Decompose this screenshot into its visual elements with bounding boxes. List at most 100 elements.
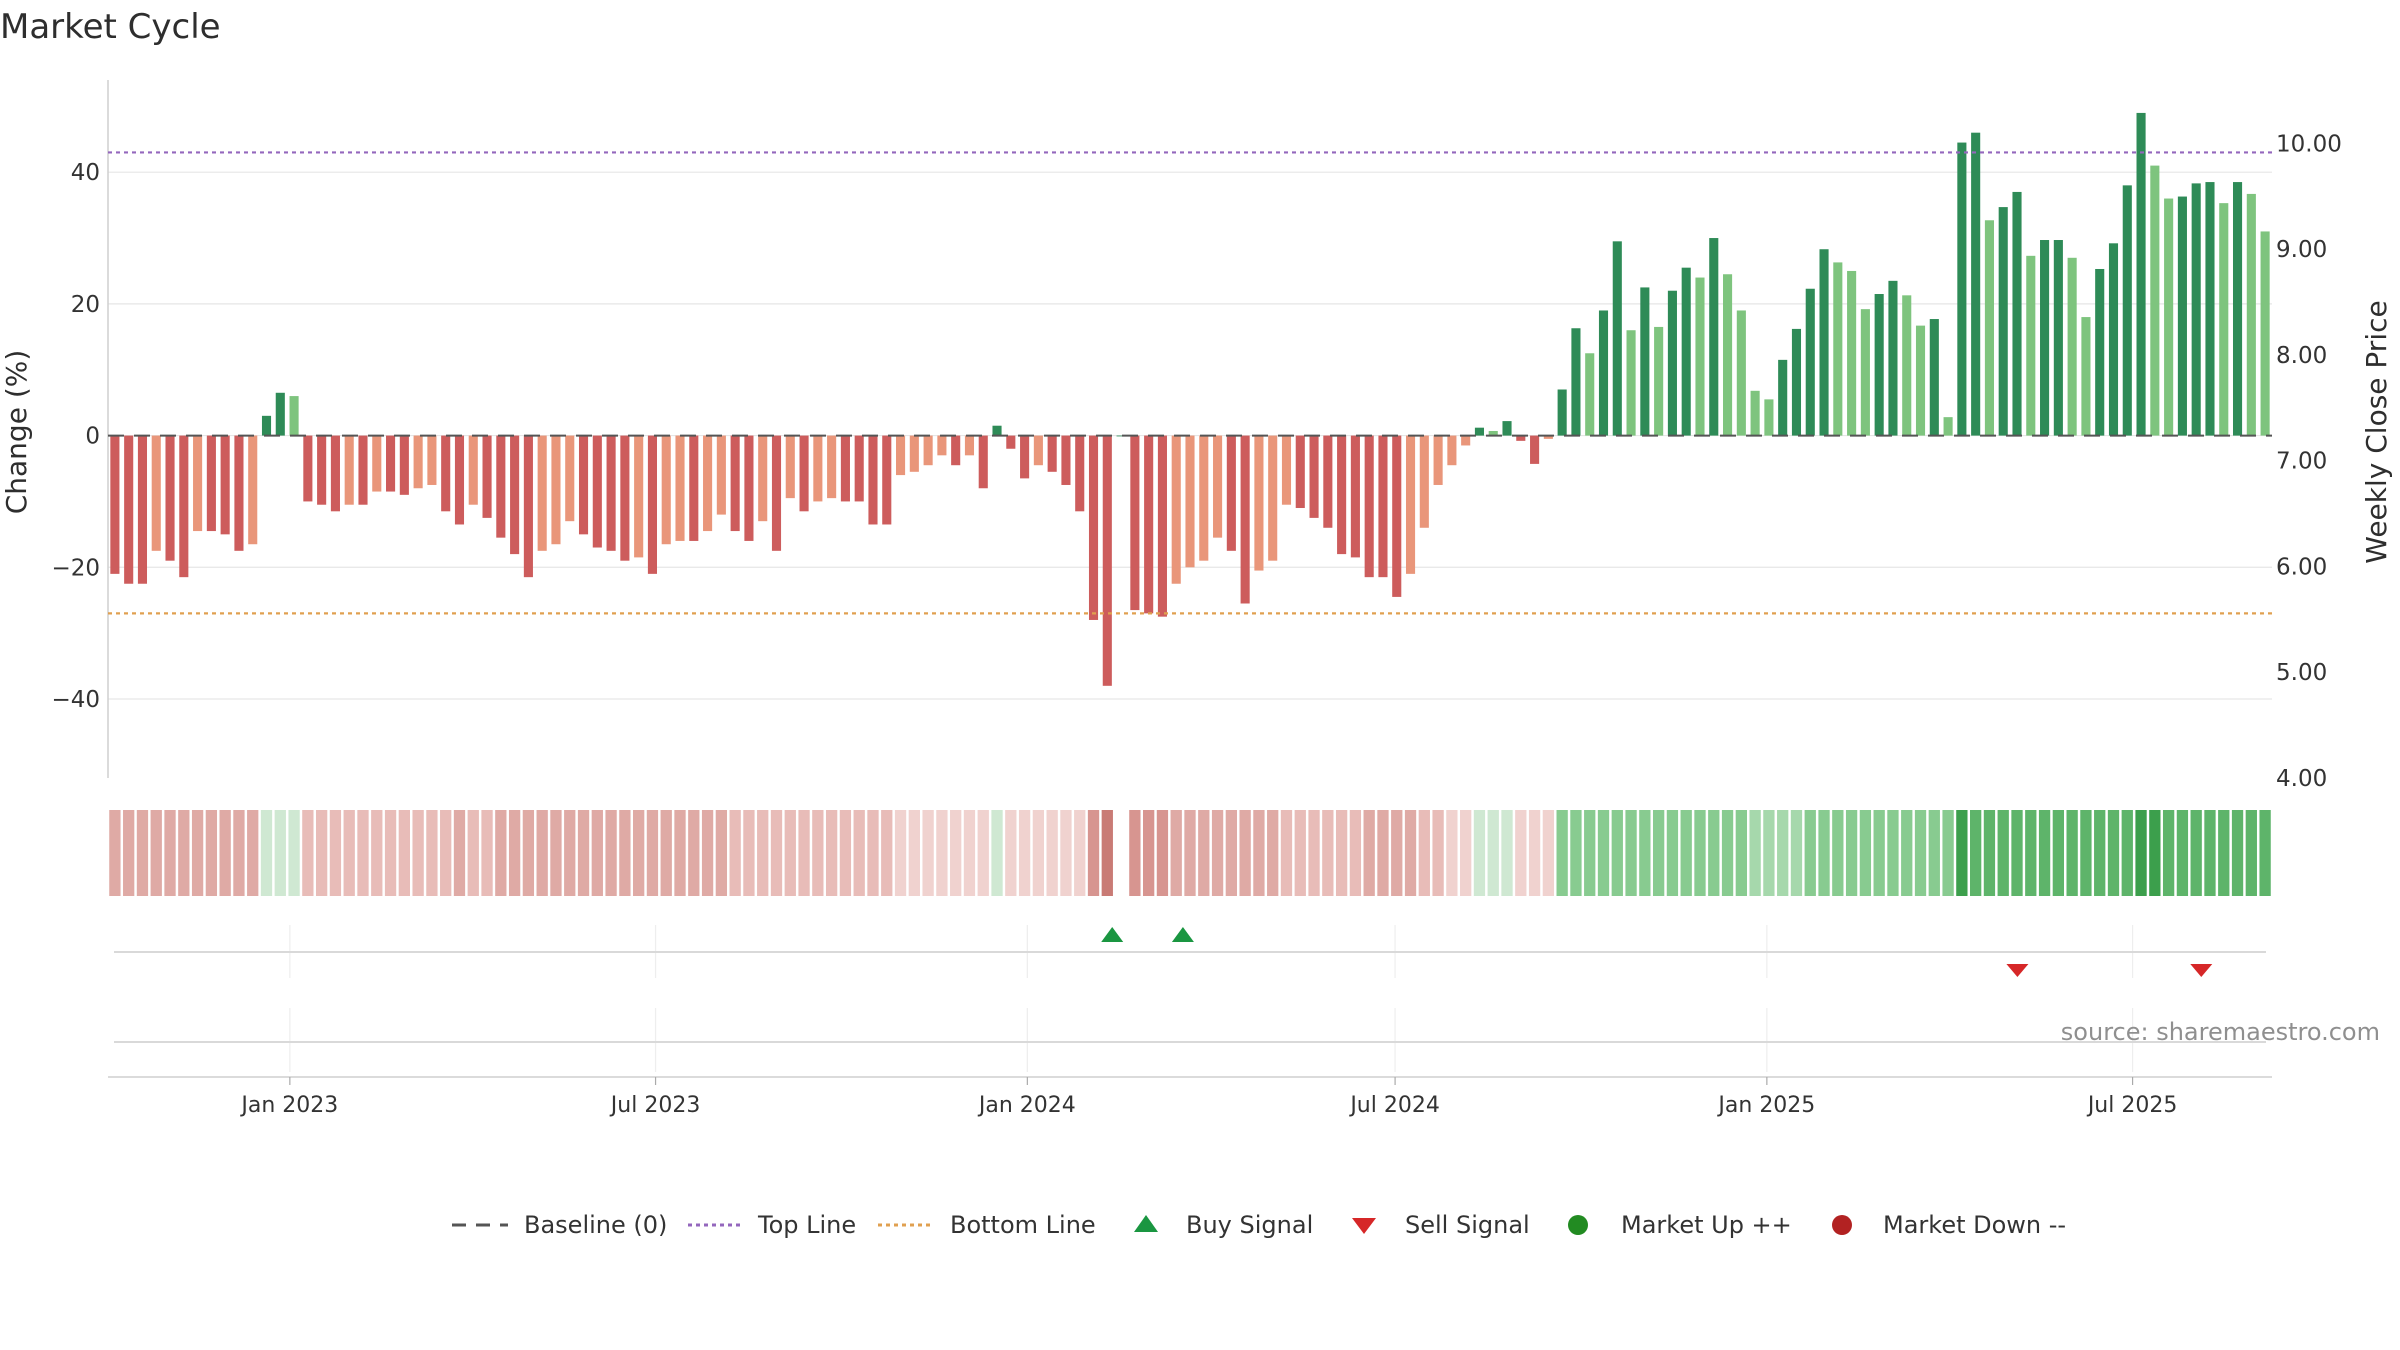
market-strip-cell	[1322, 810, 1334, 896]
market-strip-cell	[1363, 810, 1375, 896]
bar	[1860, 309, 1870, 436]
bar	[1998, 207, 2008, 436]
market-strip-cell	[1708, 810, 1720, 896]
bar	[1116, 435, 1126, 437]
bar	[2150, 165, 2160, 436]
bar	[1571, 328, 1581, 436]
market-strip-cell	[398, 810, 410, 896]
market-strip-cell	[440, 810, 452, 896]
y2-tick-label: 9.00	[2276, 237, 2327, 263]
y2-tick-label: 8.00	[2276, 343, 2327, 369]
bar	[951, 435, 961, 466]
bar	[1915, 325, 1926, 436]
market-strip-cell	[495, 810, 507, 896]
market-strip-cell	[2025, 810, 2037, 896]
bar	[2232, 182, 2243, 436]
bar	[744, 435, 754, 541]
bar	[2246, 193, 2256, 436]
bar	[1226, 435, 1236, 551]
bar	[771, 435, 782, 551]
bar	[234, 435, 244, 551]
bar	[399, 435, 409, 495]
market-strip-cell	[715, 810, 728, 896]
bar	[1709, 238, 1719, 436]
bar	[1971, 132, 1981, 436]
bar	[1447, 435, 1457, 466]
market-strip-cell	[2066, 810, 2078, 896]
bar	[1102, 435, 1112, 686]
bar	[730, 435, 740, 532]
market-strip-cell	[1501, 810, 1513, 896]
market-strip-cell	[922, 810, 934, 896]
bar	[1157, 435, 1167, 617]
market-strip-cell	[2204, 810, 2216, 896]
market-strip-cell	[536, 810, 548, 896]
bar	[2053, 240, 2063, 436]
bar	[1805, 288, 1815, 436]
legend-label: Buy Signal	[1186, 1211, 1313, 1239]
bar	[510, 435, 520, 555]
bar	[523, 435, 533, 578]
market-strip-cell	[1970, 810, 1982, 896]
bar	[1433, 435, 1443, 485]
bar	[386, 435, 396, 492]
bar	[2012, 191, 2022, 436]
market-strip-cell	[1914, 810, 1927, 896]
bar	[909, 435, 919, 472]
market-strip-cell	[798, 810, 810, 896]
market-strip-cell	[2121, 810, 2133, 896]
sell-signal-marker	[2006, 964, 2029, 977]
market-strip-cell	[1391, 810, 1403, 896]
market-strip-cell	[1887, 810, 1899, 896]
left-y-axis: 40 20 0 −20 −40	[51, 160, 100, 713]
bar	[634, 435, 644, 558]
market-strip-cell	[2052, 810, 2065, 896]
bar	[689, 435, 699, 541]
bar	[441, 435, 451, 512]
bar	[675, 435, 685, 541]
market-strip-cell	[1749, 810, 1761, 896]
market-strip-cell	[1873, 810, 1885, 896]
market-strip-cell	[1349, 810, 1362, 896]
market-strip-cell	[522, 810, 535, 896]
market-strip-cell	[1087, 810, 1100, 896]
market-strip-cell	[150, 810, 162, 896]
legend-label: Sell Signal	[1405, 1211, 1530, 1239]
market-strip-cell	[1652, 810, 1665, 896]
bar	[1405, 435, 1416, 574]
market-strip-cell	[1597, 810, 1610, 896]
bar	[1626, 330, 1636, 436]
bar	[1984, 220, 1994, 436]
market-strip-cell	[1460, 810, 1472, 896]
bar	[1902, 295, 1912, 436]
buy-signal-marker	[1101, 927, 1124, 942]
market-strip-cell	[136, 810, 149, 896]
market-strip-cell	[1294, 810, 1306, 896]
bar	[124, 435, 134, 584]
market-strip-cell	[2259, 810, 2271, 896]
bar	[1047, 435, 1057, 472]
market-strip-cell	[839, 810, 852, 896]
market-strip-cell	[1280, 810, 1293, 896]
y-tick-label: −20	[51, 555, 100, 581]
bar	[1778, 359, 1788, 436]
market-strip-cell	[1198, 810, 1210, 896]
market-strip	[109, 810, 2271, 896]
market-strip-cell	[1046, 810, 1058, 896]
legend-label: Bottom Line	[950, 1211, 1096, 1239]
bar	[1502, 421, 1512, 436]
market-strip-cell	[646, 810, 659, 896]
market-strip-cell	[1418, 810, 1430, 896]
market-strip-cell	[1639, 810, 1651, 896]
market-strip-cell	[1680, 810, 1692, 896]
market-strip-cell	[908, 810, 920, 896]
market-strip-cell	[894, 810, 907, 896]
market-strip-cell	[1170, 810, 1182, 896]
market-strip-cell	[577, 810, 590, 896]
market-strip-cell	[757, 810, 769, 896]
bar	[1667, 290, 1677, 436]
bar	[1309, 435, 1319, 518]
market-strip-cell	[2218, 810, 2230, 896]
x-tick-label: Jan 2025	[1716, 1093, 1815, 1118]
bar	[1378, 435, 1388, 578]
